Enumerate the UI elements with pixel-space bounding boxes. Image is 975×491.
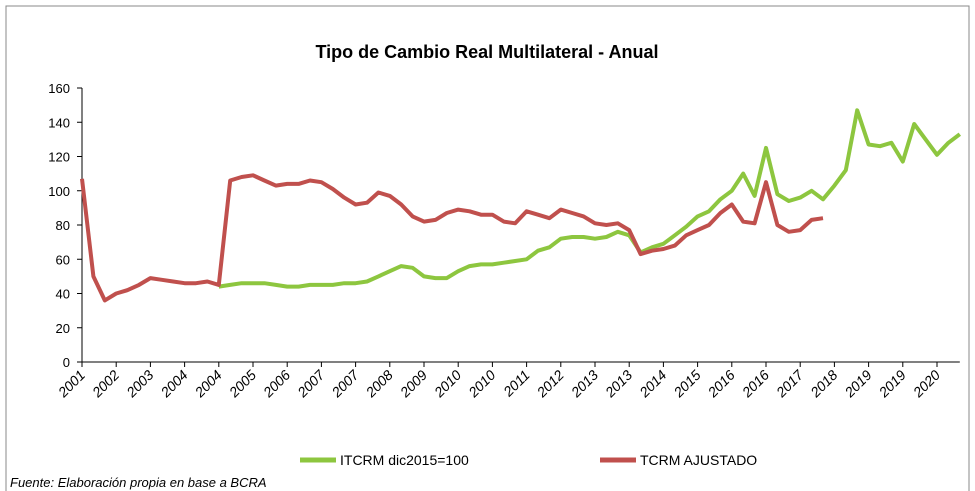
source-note: Fuente: Elaboración propia en base a BCR…	[10, 475, 267, 490]
x-tick-label: 2019	[841, 367, 875, 401]
x-tick-label: 2006	[259, 367, 293, 401]
x-tick-label: 2019	[875, 367, 909, 401]
x-tick-label: 2010	[430, 367, 464, 401]
series-line	[218, 108, 962, 289]
x-tick-label: 2010	[464, 367, 498, 401]
chart-title: Tipo de Cambio Real Multilateral - Anual	[315, 42, 658, 62]
x-tick-label: 2015	[670, 367, 704, 401]
x-tick-label: 2004	[191, 367, 225, 401]
y-tick-label: 120	[48, 150, 70, 165]
y-tick-label: 0	[63, 355, 70, 370]
y-tick-label: 160	[48, 81, 70, 96]
y-tick-label: 100	[48, 184, 70, 199]
x-tick-label: 2016	[704, 367, 738, 401]
legend-label: ITCRM dic2015=100	[340, 452, 469, 468]
y-tick-label: 140	[48, 115, 70, 130]
chart-frame	[5, 5, 970, 491]
x-tick-label: 2016	[738, 367, 772, 401]
series-line	[80, 173, 824, 303]
y-tick-label: 80	[56, 218, 70, 233]
x-tick-label: 2004	[157, 367, 191, 401]
x-tick-label: 2001	[54, 367, 88, 401]
legend-label: TCRM AJUSTADO	[640, 452, 757, 468]
y-tick-label: 60	[56, 252, 70, 267]
x-tick-label: 2007	[328, 366, 363, 401]
x-tick-label: 2012	[533, 367, 567, 401]
x-tick-label: 2007	[293, 366, 328, 401]
x-tick-label: 2020	[909, 367, 943, 401]
x-tick-label: 2018	[806, 367, 840, 401]
y-tick-label: 20	[56, 321, 70, 336]
x-tick-label: 2009	[396, 367, 430, 401]
x-tick-label: 2013	[601, 367, 635, 401]
x-tick-label: 2011	[499, 367, 532, 400]
y-tick-label: 40	[56, 287, 70, 302]
x-tick-label: 2017	[772, 366, 807, 401]
x-tick-label: 2008	[362, 367, 396, 401]
x-tick-label: 2003	[122, 367, 156, 401]
x-tick-label: 2002	[88, 367, 122, 401]
x-tick-label: 2005	[225, 367, 259, 401]
x-tick-label: 2014	[635, 367, 669, 401]
x-tick-label: 2013	[567, 367, 601, 401]
